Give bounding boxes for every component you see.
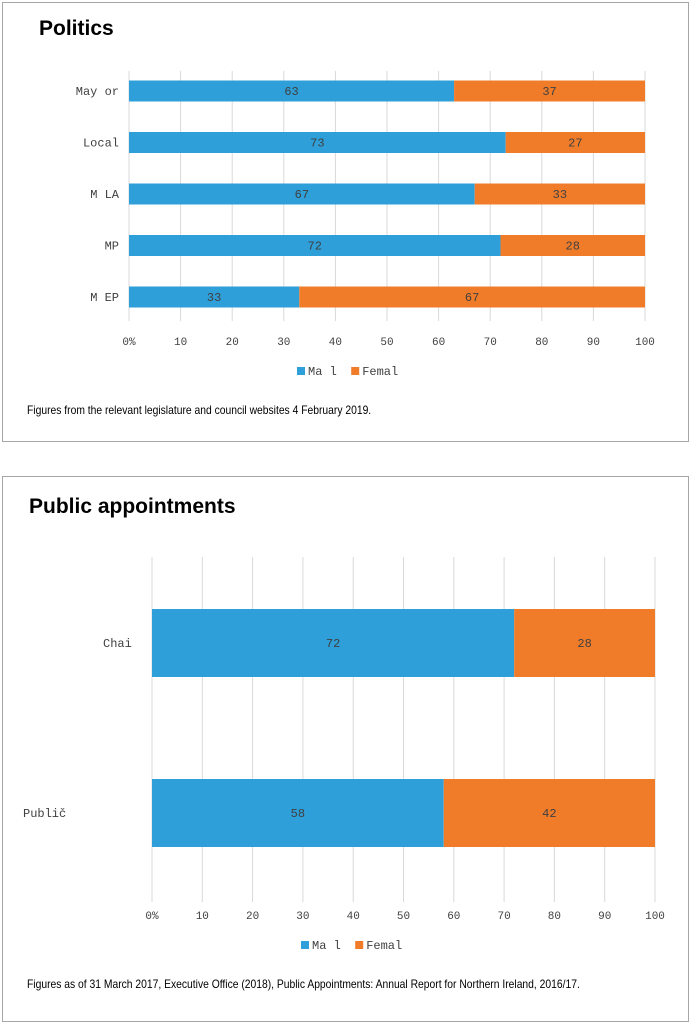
legend: Ma l Femal (301, 939, 402, 953)
category-label: Local (83, 137, 119, 151)
data-label: 72 (326, 637, 340, 651)
public-appointments-chart: 0% 10 20 30 40 50 60 70 80 90 100 Chai 72 28 Publič 58 4… (23, 557, 665, 953)
bar-segment (129, 80, 455, 102)
x-tick-label: 90 (598, 911, 611, 923)
x-tick-label: 30 (277, 337, 290, 349)
data-label: 67 (295, 188, 309, 202)
chart-source-note: Figures as of 31 March 2017, Executive O… (27, 977, 580, 991)
category-label: M EP (90, 291, 119, 305)
politics-chart: 0% 10 20 30 40 50 60 70 80 90 100 May or 63 37 Local 73… (76, 71, 655, 379)
legend-swatch (297, 367, 305, 375)
data-label: 37 (542, 85, 556, 99)
public-appointments-panel: Public appointments 0% 10 20 30 40 50 60 70 80 90… (2, 476, 689, 1022)
bar-segment (129, 183, 475, 205)
bar-segment (505, 132, 645, 153)
category-label: May or (76, 85, 119, 99)
data-label: 33 (207, 291, 221, 305)
legend-swatch (301, 941, 309, 949)
x-tick-label: 80 (535, 337, 548, 349)
data-label: 58 (291, 807, 305, 821)
x-tick-label: 60 (447, 911, 460, 923)
category-label: MP (105, 240, 119, 254)
data-label: 72 (308, 240, 322, 254)
category-label: Chai (103, 637, 132, 651)
legend-label: Femal (366, 939, 402, 953)
data-label: 42 (542, 807, 556, 821)
x-tick-label: 60 (432, 337, 445, 349)
bar-segment (152, 779, 444, 847)
legend: Ma l Femal (297, 365, 398, 379)
x-tick-label: 50 (380, 337, 393, 349)
data-label: 28 (566, 240, 580, 254)
category-label: Publič (23, 807, 66, 821)
bar-segment (443, 779, 655, 847)
gridlines (151, 557, 656, 902)
bar-segment (500, 235, 645, 256)
x-tick-label: 10 (174, 337, 187, 349)
x-tick-label: 80 (548, 911, 561, 923)
x-tick-label: 30 (296, 911, 309, 923)
bar-segment (129, 286, 300, 308)
x-tick-label: 50 (397, 911, 410, 923)
legend-label: Ma l (308, 365, 337, 379)
legend-swatch (351, 367, 360, 375)
bar-segment (129, 235, 501, 256)
x-tick-label: 70 (484, 337, 497, 349)
x-tick-label: 0% (122, 337, 136, 349)
data-label: 33 (553, 188, 567, 202)
bar-segment (474, 183, 645, 205)
data-label: 27 (568, 137, 582, 151)
x-tick-label: 90 (587, 337, 600, 349)
bar-segment (454, 80, 645, 102)
x-tick-label: 40 (329, 337, 342, 349)
x-tick-label: 40 (347, 911, 360, 923)
x-tick-label: 20 (226, 337, 239, 349)
chart-title: Public appointments (29, 495, 236, 518)
category-label: M LA (90, 188, 120, 202)
x-tick-label: 100 (635, 337, 655, 349)
x-tick-label: 70 (497, 911, 510, 923)
chart-source-note: Figures from the relevant legislature an… (27, 403, 372, 417)
x-tick-label: 20 (246, 911, 259, 923)
data-label: 28 (577, 637, 591, 651)
politics-panel: Politics 0% 10 20 30 40 50 60 70 80 90 100 May or 63… (2, 2, 689, 442)
data-label: 63 (284, 85, 298, 99)
legend-label: Ma l (312, 939, 341, 953)
bar-segment (299, 286, 645, 308)
data-label: 67 (465, 291, 479, 305)
x-tick-label: 0% (145, 911, 159, 923)
x-tick-label: 10 (196, 911, 209, 923)
bar-segment (152, 609, 515, 677)
chart-title: Politics (39, 17, 114, 40)
bar-segment (129, 132, 506, 153)
bar-segment (514, 609, 655, 677)
legend-label: Femal (362, 365, 398, 379)
x-tick-label: 100 (645, 911, 665, 923)
data-label: 73 (310, 137, 324, 151)
legend-swatch (355, 941, 364, 949)
